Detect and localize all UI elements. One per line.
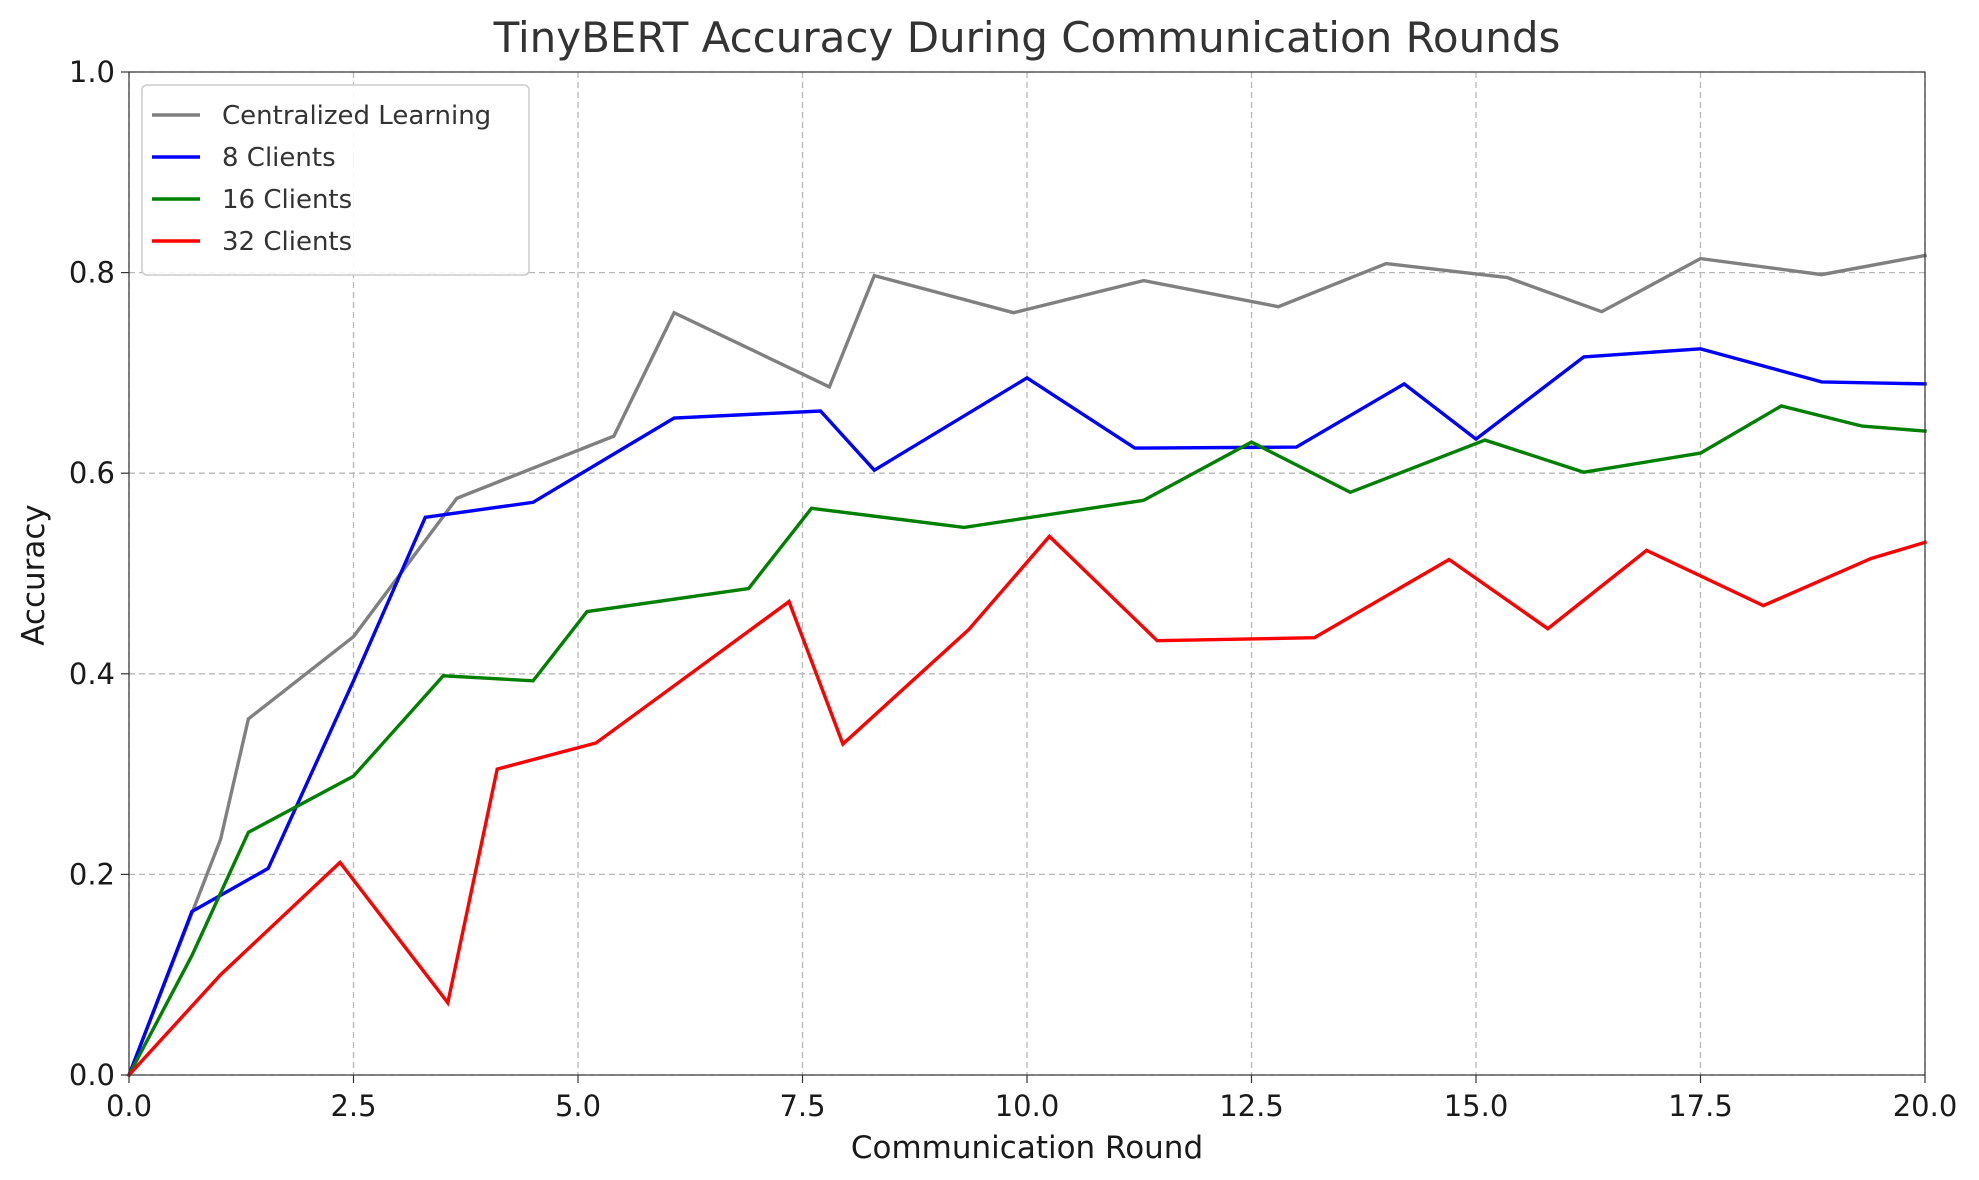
- series-lines: [126, 253, 1928, 1078]
- x-tick-label: 12.5: [1219, 1089, 1284, 1123]
- legend: Centralized Learning 8 Clients 16 Clients 3…: [141, 84, 530, 276]
- x-tick-label: 0.0: [106, 1089, 152, 1123]
- series-line-32-clients: [126, 533, 1928, 1078]
- x-axis-ticks: 0.0 2.5 5.0 7.5 10.0 12.5 15.0 17.5 20.0: [106, 1075, 1957, 1123]
- x-axis-label: Communication Round: [851, 1130, 1203, 1166]
- y-tick-label: 0.4: [69, 657, 115, 691]
- y-axis-label: Accuracy: [16, 504, 52, 646]
- series-line-8-clients: [126, 347, 1927, 1078]
- legend-label-16-clients: 16 Clients: [222, 185, 352, 215]
- y-tick-label: 0.0: [69, 1058, 115, 1092]
- y-tick-label: 0.2: [69, 857, 115, 891]
- y-axis-ticks: 0.0 0.2 0.4 0.6 0.8 1.0: [69, 55, 129, 1092]
- x-tick-label: 7.5: [779, 1089, 825, 1123]
- series-line-16-clients: [126, 404, 1927, 1078]
- y-tick-label: 1.0: [69, 55, 115, 89]
- chart-title: TinyBERT Accuracy During Communication R…: [493, 13, 1561, 62]
- legend-label-8-clients: 8 Clients: [222, 143, 336, 173]
- legend-label-centralized-learning: Centralized Learning: [222, 101, 491, 131]
- y-tick-label: 0.8: [69, 256, 115, 290]
- x-tick-label: 5.0: [555, 1089, 601, 1123]
- y-tick-label: 0.6: [69, 456, 115, 490]
- x-tick-label: 17.5: [1668, 1089, 1733, 1123]
- legend-box: [141, 84, 530, 276]
- x-tick-label: 20.0: [1893, 1089, 1958, 1123]
- x-tick-label: 15.0: [1444, 1089, 1509, 1123]
- series-line-centralized-learning: [126, 253, 1927, 1078]
- x-tick-label: 10.0: [995, 1089, 1060, 1123]
- legend-label-32-clients: 32 Clients: [222, 227, 352, 257]
- x-tick-label: 2.5: [330, 1089, 376, 1123]
